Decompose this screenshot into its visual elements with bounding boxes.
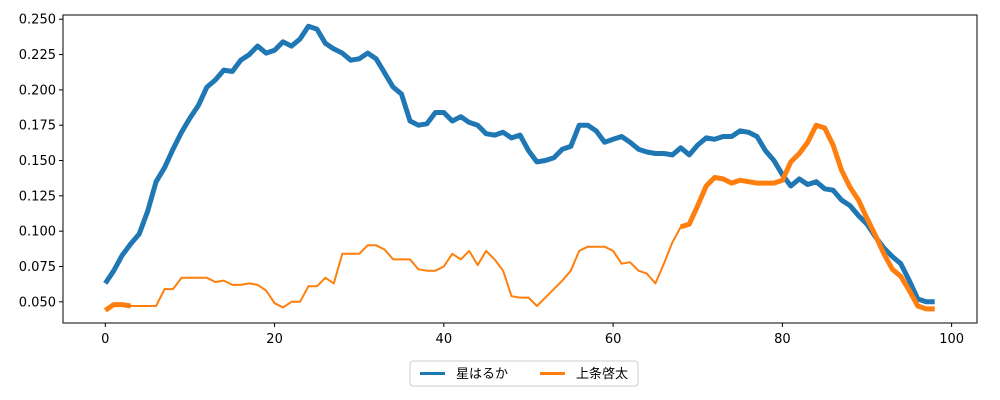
- y-tick-label: 0.150: [19, 154, 56, 169]
- plot-frame: [62, 14, 978, 324]
- x-tick-label: 20: [266, 332, 283, 347]
- series-1-segment: [103, 23, 935, 305]
- y-tick-label: 0.075: [19, 260, 56, 275]
- y-tick-label: 0.050: [19, 295, 56, 310]
- x-tick-label: 80: [774, 332, 791, 347]
- x-tick-label: 0: [101, 332, 109, 347]
- y-tick-label: 0.175: [19, 119, 56, 134]
- legend: 星はるか 上条啓太: [409, 360, 639, 387]
- series-2-line: [103, 122, 935, 313]
- y-tick-label: 0.100: [19, 225, 56, 240]
- series-1-line: [103, 23, 935, 305]
- x-tick-label: 100: [939, 332, 964, 347]
- x-tick-label: 60: [605, 332, 622, 347]
- legend-label-series-1: 星はるか: [456, 367, 508, 382]
- series-2-segment: [103, 302, 132, 313]
- legend-box: [409, 360, 639, 387]
- y-tick-label: 0.250: [19, 13, 56, 28]
- legend-label-series-2: 上条啓太: [576, 366, 628, 382]
- series-2-segment: [129, 225, 682, 309]
- series-layer: [103, 23, 935, 313]
- y-tick-label: 0.125: [19, 189, 56, 204]
- x-tick-label: 40: [436, 332, 453, 347]
- series-2-segment: [680, 122, 935, 312]
- y-tick-label: 0.200: [19, 83, 56, 98]
- y-tick-label: 0.225: [19, 48, 56, 63]
- axes-layer: 0 20 40 60 80 100 0.050 0.075 0.100 0.125 0.150 0.1…: [19, 13, 964, 347]
